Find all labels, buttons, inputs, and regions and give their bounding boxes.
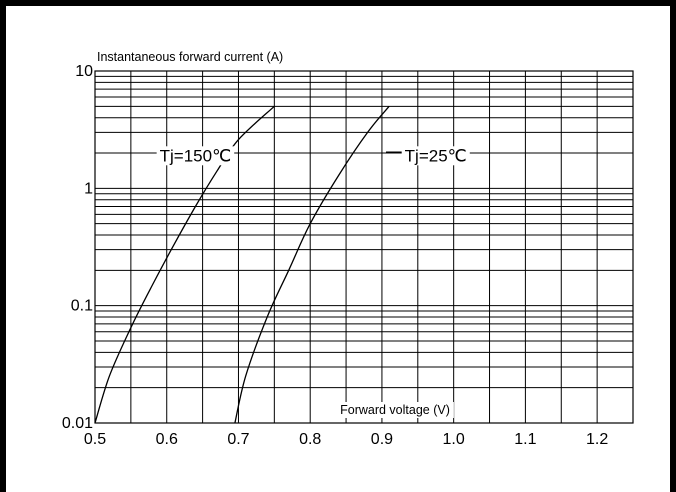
annotation-background xyxy=(156,146,235,166)
grid xyxy=(94,70,634,424)
x-tick-label: 0.9 xyxy=(371,431,393,448)
x-tick-label: 0.8 xyxy=(299,431,321,448)
x-axis-title-background xyxy=(336,402,454,418)
y-axis-title: Instantaneous forward current (A) xyxy=(97,50,283,64)
x-tick-label: 0.6 xyxy=(156,431,178,448)
series-line-2 xyxy=(234,105,390,424)
y-tick-label: 0.01 xyxy=(62,415,93,432)
x-tick-label: 0.5 xyxy=(84,431,106,448)
x-axis-title: Forward voltage (V) xyxy=(340,403,450,417)
plot-border xyxy=(94,70,634,424)
x-tick-label: 0.7 xyxy=(227,431,249,448)
x-tick-label: 1.1 xyxy=(514,431,536,448)
x-tick-label: 1.2 xyxy=(586,431,608,448)
x-tick-label: 1.0 xyxy=(443,431,465,448)
annotation-background xyxy=(401,146,470,166)
curve-annotation: Tj=25℃ xyxy=(405,146,467,165)
y-tick-label: 10 xyxy=(75,63,93,80)
curve-annotation: Tj=150℃ xyxy=(160,146,232,165)
y-tick-label: 0.1 xyxy=(71,298,93,315)
curves xyxy=(94,105,403,424)
y-tick-label: 1 xyxy=(84,180,93,197)
labels: 0.5 0.6 0.7 0.8 0.9 1.0 1.1 1.2 0.01 0.1 1 10 Instan… xyxy=(62,50,608,448)
